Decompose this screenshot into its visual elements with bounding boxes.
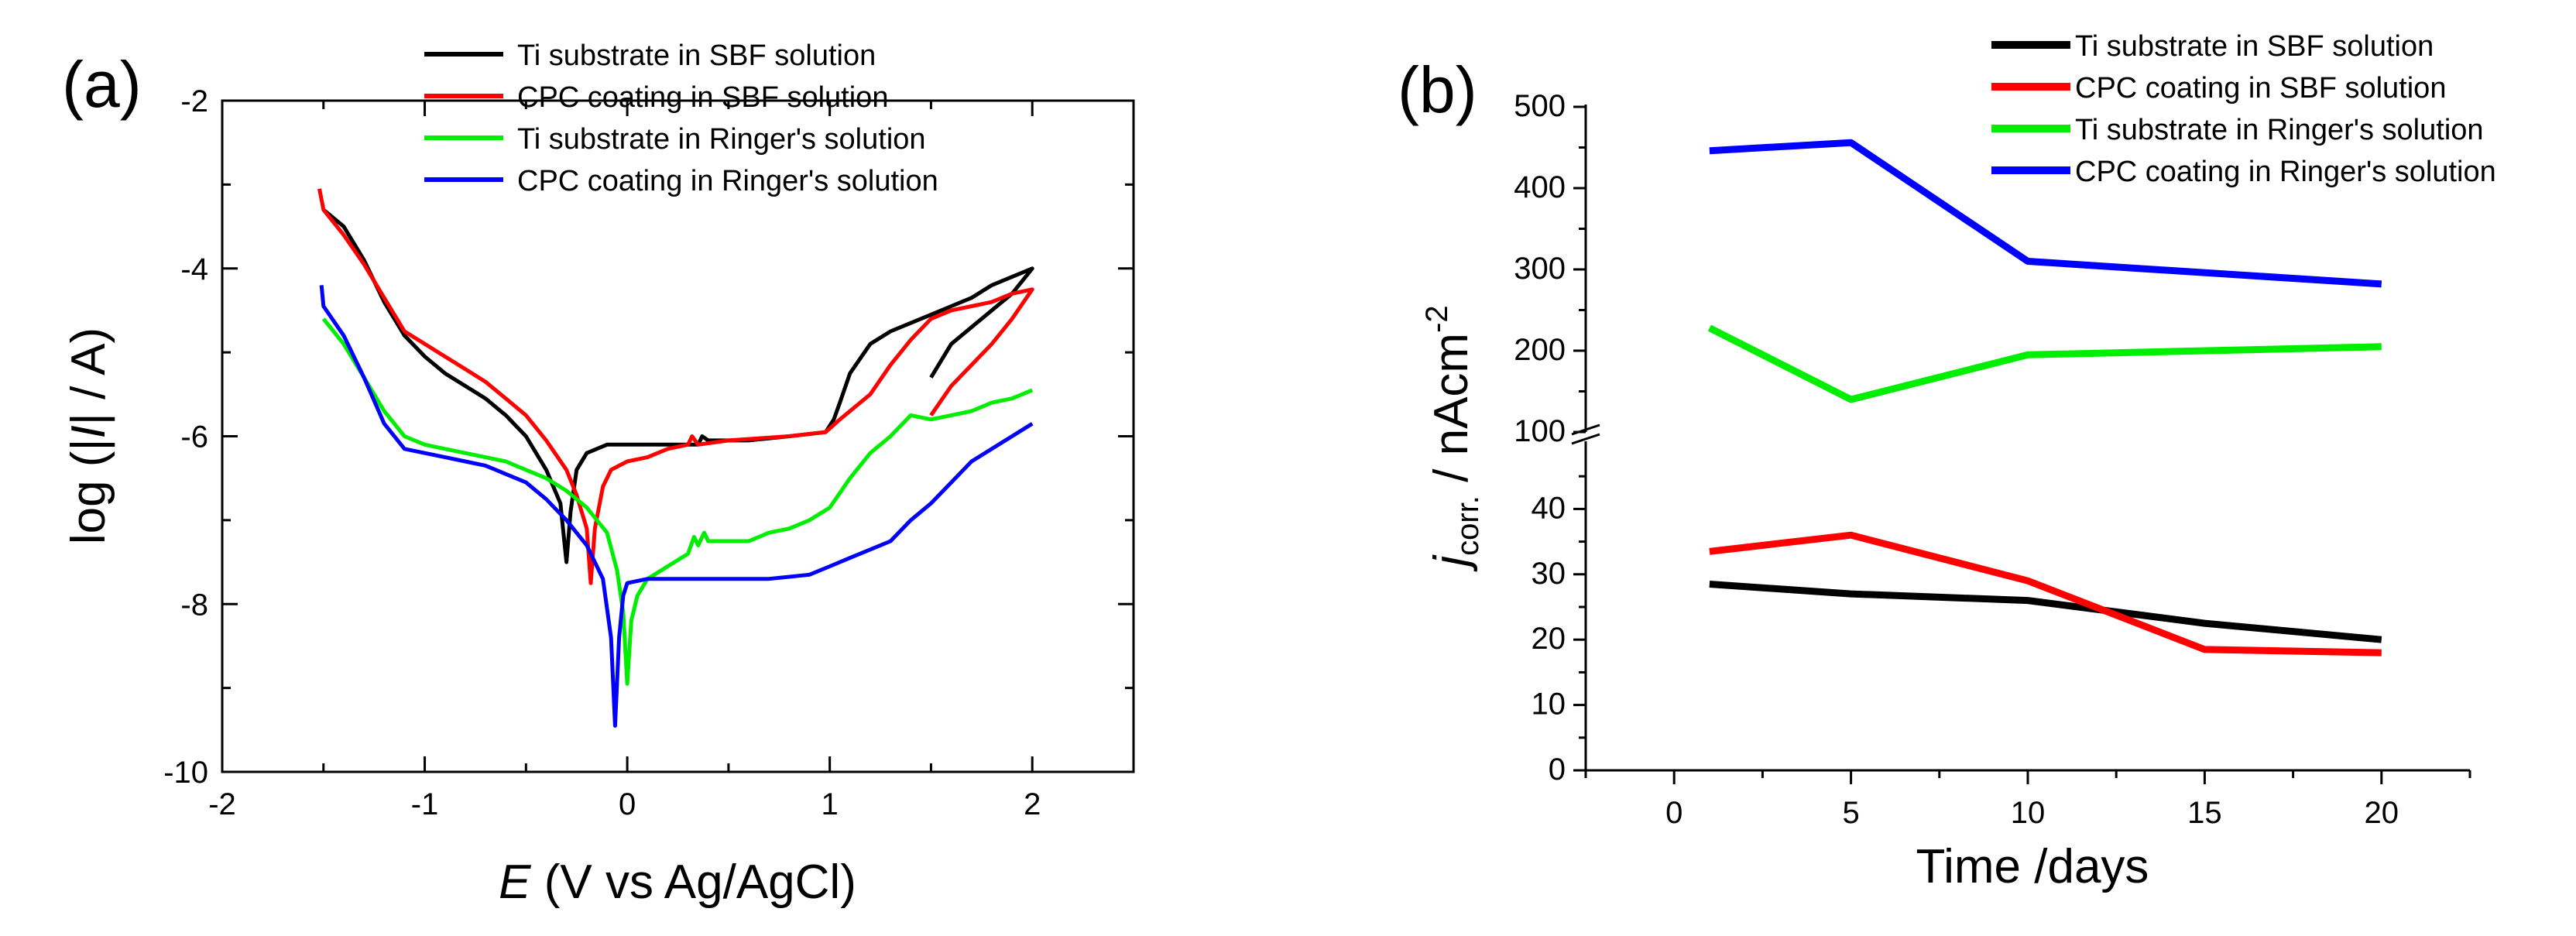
- panel-b-y-superscript: -2: [1420, 305, 1454, 333]
- panel-b-series-line-ti-substrate-in-sbf-solution: [1709, 581, 2382, 643]
- panel-b-y-tick-label-upper: 300: [1514, 252, 1566, 286]
- panel-b-x-tick-label: 0: [1665, 796, 1682, 830]
- panel-b-y-tick-label-upper: 400: [1514, 170, 1566, 204]
- panel-a-x-tick-label: 0: [619, 787, 636, 821]
- panel-a-y-prefix: log (|: [62, 438, 115, 544]
- panel-b-legend: Ti substrate in SBF solution CPC coating …: [1991, 30, 2496, 188]
- panel-b-y-tick-label-lower: 0: [1549, 753, 1566, 787]
- panel-a-y-tick-label: -10: [163, 756, 208, 790]
- panel-b-y-axis-title: jcorr. / nAcm-2: [1420, 305, 1485, 571]
- panel-b-y-tick-label-lower: 40: [1532, 491, 1566, 525]
- panel-a-y-tick-label: -4: [180, 252, 208, 286]
- panel-a-series-line-cpc-coating-in-sbf-solution: [317, 188, 1034, 585]
- panel-a-legend: Ti substrate in SBF solution CPC coating …: [424, 39, 938, 197]
- panel-a-series-line-ti-substrate-in-sbf-solution: [322, 207, 1034, 564]
- panel-b-series-line-cpc-coating-in-ringer-s-solution: [1709, 139, 2382, 288]
- panel-a-y-suffix: | / A): [62, 327, 115, 425]
- panel-a-legend-label: Ti substrate in Ringer's solution: [517, 123, 926, 156]
- panel-b-y-subscript: corr.: [1451, 495, 1485, 556]
- panel-b-label: (b): [1398, 53, 1477, 126]
- panel-a-x-tick-label: -1: [411, 787, 439, 821]
- panel-a-y-variable: I: [62, 425, 115, 438]
- panel-b-ticks: [1573, 105, 2471, 784]
- panel-a-y-axis-title: log (|I| / A): [62, 327, 115, 544]
- panel-a-legend-label: Ti substrate in SBF solution: [517, 39, 876, 72]
- panel-a-series-line-ti-substrate-in-ringer-s-solution: [321, 317, 1034, 686]
- panel-b-series-line-cpc-coating-in-sbf-solution: [1709, 531, 2382, 657]
- panel-b-y-variable: j: [1425, 554, 1478, 572]
- panel-a-label: (a): [62, 48, 142, 121]
- panel-b-x-tick-label: 10: [2011, 796, 2046, 830]
- panel-a-legend-label: CPC coating in SBF solution: [517, 81, 888, 114]
- panel-b-legend-label: CPC coating in Ringer's solution: [2075, 156, 2496, 188]
- panel-b-y-tick-label-upper: 500: [1514, 89, 1566, 123]
- panel-a-legend-label: CPC coating in Ringer's solution: [517, 165, 938, 197]
- panel-b-legend-label: CPC coating in SBF solution: [2075, 72, 2446, 105]
- panel-a-y-tick-label: -6: [180, 420, 208, 454]
- panel-b-x-tick-label: 20: [2365, 796, 2399, 830]
- panel-b-y-tick-label-upper: 200: [1514, 333, 1566, 367]
- panel-a-series: [317, 188, 1034, 728]
- panel-b-y-tick-label-upper: 100: [1514, 414, 1566, 448]
- panel-a-x-axis-title: E (V vs Ag/AgCl): [499, 855, 856, 909]
- panel-b-y-tick-label-lower: 30: [1532, 557, 1566, 591]
- panel-b-x-tick-label: 5: [1842, 796, 1859, 830]
- panel-b-y-unit: / nAcm: [1425, 333, 1478, 495]
- panel-a-tick-labels: -2 -1 0 1 2-10-8-6-4-2: [163, 84, 1041, 821]
- panel-b-y-tick-label-lower: 20: [1532, 622, 1566, 656]
- panel-a-series-line-cpc-coating-in-ringer-s-solution: [319, 285, 1034, 728]
- panel-a: (a) -2 -1 0 1 2-10-8-6-4-2 E (V vs Ag/AgCl) …: [62, 39, 1135, 909]
- panel-b-legend-label: Ti substrate in SBF solution: [2075, 30, 2434, 63]
- panel-b-x-axis-title: Time /days: [1916, 840, 2149, 893]
- panel-b-x-tick-label: 15: [2187, 796, 2222, 830]
- panel-b-axis-break: [1571, 423, 1600, 445]
- panel-a-x-tick-label: -2: [208, 787, 236, 821]
- panel-b-series-line-ti-substrate-in-ringer-s-solution: [1707, 324, 2382, 403]
- panel-a-x-unit: (V vs Ag/AgCl): [531, 855, 856, 909]
- panel-a-x-tick-label: 2: [1024, 787, 1041, 821]
- panel-b-y-tick-label-lower: 10: [1532, 687, 1566, 722]
- panel-a-plot-frame: [221, 99, 1135, 773]
- panel-b-series: [1707, 139, 2382, 657]
- panel-a-x-tick-label: 1: [822, 787, 839, 821]
- panel-a-x-variable: E: [499, 855, 531, 909]
- panel-a-y-tick-label: -8: [180, 588, 208, 622]
- panel-b-legend-label: Ti substrate in Ringer's solution: [2075, 114, 2484, 146]
- panel-a-y-tick-label: -2: [180, 84, 208, 118]
- panel-a-ticks: [221, 99, 1135, 773]
